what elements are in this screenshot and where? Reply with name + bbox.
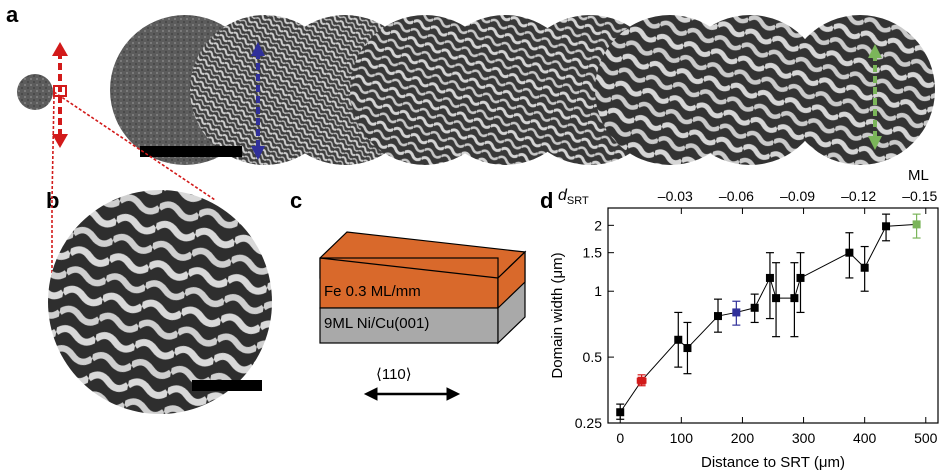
y-tick-label: 1.5 (583, 245, 603, 261)
panel-d-label: d (540, 188, 554, 213)
data-point (912, 213, 921, 239)
x-axis-label: Distance to SRT (μm) (701, 454, 845, 471)
x-tick-label: 500 (914, 430, 938, 446)
y-tick-label: 0.5 (583, 349, 603, 365)
top-axis-label-main: d (558, 187, 568, 204)
data-point (882, 213, 891, 242)
data-point (636, 374, 647, 387)
top-axis-label-sub: SRT (567, 195, 589, 207)
panel-d-chart: 0 100 200 300 400 500 0.25 0.5 1 1.5 2 –0.03 –0.06… (549, 167, 939, 471)
x-tick-label: 100 (670, 430, 694, 446)
scale-bar-b (192, 380, 262, 391)
data-point (616, 403, 625, 420)
y-axis-ticks: 0.25 0.5 1 1.5 2 (575, 217, 614, 431)
top-tick-label: –0.09 (780, 188, 815, 204)
data-point (845, 232, 854, 279)
top-axis-ticks: –0.03 –0.06 –0.09 –0.12 –0.15 (658, 188, 938, 214)
panel-a-image-strip (17, 15, 935, 200)
top-tick-label: –0.03 (658, 188, 693, 204)
data-point (790, 262, 799, 338)
data-point (772, 262, 781, 338)
scale-bar-a (140, 146, 242, 157)
y-tick-label: 2 (594, 217, 602, 233)
data-point (796, 252, 805, 314)
overview-disc (17, 74, 53, 110)
panel-c-label: c (290, 188, 303, 213)
panel-a-label: a (6, 2, 19, 27)
substrate-layer-label: 9ML Ni/Cu(001) (324, 315, 430, 332)
data-point (714, 298, 722, 333)
direction-label: ⟨110⟩ (376, 366, 412, 383)
data-point (750, 293, 759, 324)
data-point (860, 245, 869, 292)
green-arrow (868, 44, 882, 150)
plot-frame (607, 207, 939, 424)
data-point (732, 300, 741, 326)
top-tick-label: –0.15 (902, 188, 937, 204)
top-axis-unit: ML (908, 167, 929, 184)
y-tick-label: 1 (594, 283, 602, 299)
panel-c-schematic (319, 231, 527, 401)
top-tick-label: –0.12 (841, 188, 876, 204)
x-tick-label: 0 (616, 430, 624, 446)
y-axis-label: Domain width (μm) (549, 252, 566, 378)
top-axis-label: dSRT (558, 187, 589, 207)
x-tick-label: 200 (731, 430, 755, 446)
zoom-line-upper (53, 91, 217, 200)
top-tick-label: –0.06 (719, 188, 754, 204)
y-tick-label: 0.25 (575, 415, 602, 431)
data-point (674, 311, 683, 368)
data-point (683, 321, 692, 375)
x-tick-label: 400 (853, 430, 877, 446)
fe-layer-label: Fe 0.3 ML/mm (324, 283, 421, 300)
x-tick-label: 300 (792, 430, 816, 446)
red-arrow (52, 42, 68, 148)
zoom-line-lower (51, 95, 55, 200)
direction-arrow (363, 387, 461, 401)
panel-b-image (48, 190, 272, 414)
data-points (616, 213, 921, 420)
substrate-layer (319, 307, 499, 344)
data-point (765, 252, 774, 320)
x-axis-ticks: 0 100 200 300 400 500 (616, 417, 938, 446)
blue-arrow (251, 42, 265, 160)
